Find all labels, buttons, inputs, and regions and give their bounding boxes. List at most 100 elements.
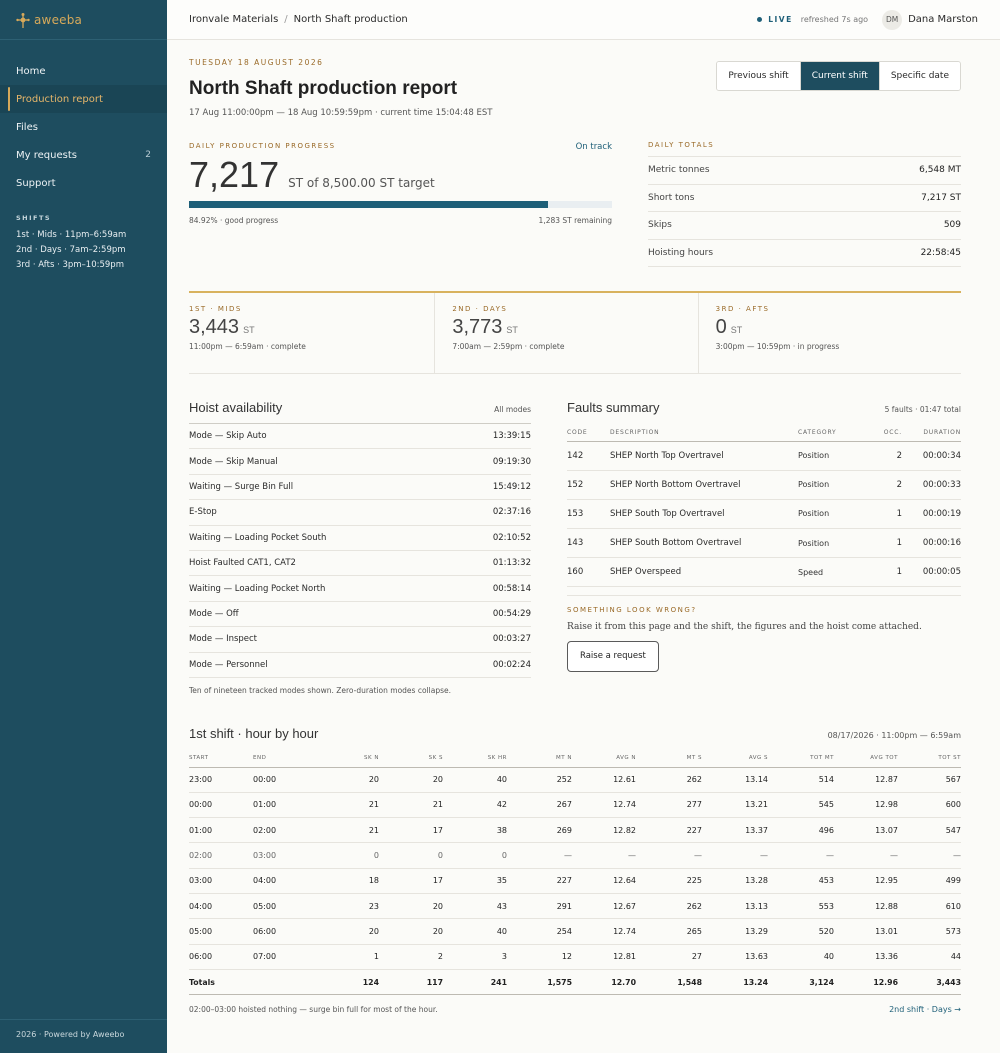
hourly-total-cell: 3,443 bbox=[898, 968, 961, 996]
sidebar: aweeba Home Production report Files My r… bbox=[0, 0, 167, 1053]
hourly-cell: 27 bbox=[636, 944, 702, 970]
shift-card-heading: 1ST · MIDS bbox=[189, 305, 242, 313]
hoist-mode-duration: 00:02:24 bbox=[492, 659, 531, 670]
sidebar-item-support[interactable]: Support bbox=[0, 169, 167, 197]
hourly-totals-row: Totals 124 117 241 1,575 12.70 1,548 13.24 3,124… bbox=[189, 968, 961, 996]
hourly-row: 05:00 06:00 20 20 40 254 12.74 265 13.29 520 13.01… bbox=[189, 918, 961, 945]
sidebar-item-label: My requests bbox=[16, 149, 77, 161]
hourly-cell: 262 bbox=[636, 893, 702, 920]
sidebar-item-my-requests[interactable]: My requests 2 bbox=[0, 141, 167, 169]
hourly-cell: 20 bbox=[317, 918, 379, 945]
totals-heading: DAILY TOTALS bbox=[648, 141, 961, 157]
shift-card-mids[interactable]: 1ST · MIDS 3,443 ST 11:00pm — 6:59am · co… bbox=[189, 293, 436, 373]
hoist-mode-label: E-Stop bbox=[189, 507, 217, 518]
totals-row: Metric tonnes 6,548 MT bbox=[648, 157, 961, 185]
hourly-cell: 453 bbox=[768, 868, 834, 894]
hourly-col-header: AVG S bbox=[702, 750, 768, 768]
shift-card-value: 3,773 bbox=[452, 316, 503, 338]
user-name[interactable]: Dana Marston bbox=[908, 14, 978, 25]
hourly-cell: — bbox=[636, 842, 702, 869]
breadcrumb-parent[interactable]: Ironvale Materials bbox=[189, 14, 279, 25]
hourly-breakdown: 1st shift · hour by hour 08/17/2026 · 11… bbox=[189, 726, 961, 1014]
fault-row[interactable]: 160 SHEP Overspeed Speed 1 00:00:05 bbox=[567, 557, 961, 588]
hoist-mode-row: Waiting — Loading Pocket South 02:10:52 bbox=[189, 526, 531, 551]
sidebar-item-production-report[interactable]: Production report bbox=[0, 85, 167, 113]
hourly-total-cell bbox=[253, 968, 317, 996]
hourly-cell: 20 bbox=[379, 767, 443, 793]
fault-row[interactable]: 153 SHEP South Top Overtravel Position 1 00:… bbox=[567, 499, 961, 530]
hourly-cell: 38 bbox=[443, 817, 507, 844]
specific-date-button[interactable]: Specific date bbox=[879, 62, 960, 90]
totals-value: 509 bbox=[943, 220, 961, 231]
faults-col-header: CODE bbox=[567, 424, 610, 442]
hourly-cell: — bbox=[507, 842, 572, 869]
shift-card-afts[interactable]: 3RD · AFTS 0 ST 3:00pm — 10:59pm · in pro… bbox=[699, 293, 961, 373]
hourly-cell: 277 bbox=[636, 792, 702, 819]
sidebar-item-home[interactable]: Home bbox=[0, 57, 167, 85]
hourly-cell: 12.74 bbox=[572, 792, 636, 819]
hourly-cell: 05:00 bbox=[253, 893, 317, 920]
hourly-cell: 1 bbox=[317, 944, 379, 970]
fault-description: SHEP South Bottom Overtravel bbox=[610, 528, 798, 559]
logo[interactable]: aweeba bbox=[0, 0, 167, 40]
totals-label: Skips bbox=[648, 220, 672, 231]
fault-row[interactable]: 142 SHEP North Top Overtravel Position 2 00:… bbox=[567, 441, 961, 471]
shift-card-days[interactable]: 2ND · DAYS 3,773 ST 7:00am — 2:59pm · com… bbox=[435, 293, 699, 373]
totals-row: Short tons 7,217 ST bbox=[648, 185, 961, 212]
hourly-cell: 02:00 bbox=[253, 817, 317, 844]
hourly-total-cell: 117 bbox=[379, 968, 443, 996]
fault-code: 152 bbox=[567, 470, 610, 500]
hourly-cell: 12.74 bbox=[572, 918, 636, 945]
hourly-cell: 545 bbox=[768, 792, 834, 819]
hourly-cell: 12.64 bbox=[572, 868, 636, 894]
totals-value: 6,548 MT bbox=[919, 165, 961, 176]
progress-value: 7,217 bbox=[189, 154, 280, 195]
sidebar-item-files[interactable]: Files bbox=[0, 113, 167, 141]
hoist-mode-duration: 02:37:16 bbox=[492, 507, 531, 518]
hourly-row: 00:00 01:00 21 21 42 267 12.74 277 13.21 545 12.98… bbox=[189, 792, 961, 819]
totals-label: Hoisting hours bbox=[648, 247, 714, 258]
hourly-cell: 21 bbox=[317, 817, 379, 844]
hoist-mode-row: Mode — Skip Manual 09:19:30 bbox=[189, 449, 531, 475]
sidebar-item-label: Files bbox=[16, 121, 38, 133]
hoist-mode-duration: 15:49:12 bbox=[492, 481, 531, 492]
hourly-cell: 496 bbox=[768, 817, 834, 844]
current-shift-button[interactable]: Current shift bbox=[800, 62, 880, 90]
fault-row[interactable]: 152 SHEP North Bottom Overtravel Position 2… bbox=[567, 470, 961, 500]
hourly-row: 23:00 00:00 20 20 40 252 12.61 262 13.14 514 12.87… bbox=[189, 767, 961, 793]
shift-card-note: 3:00pm — 10:59pm · in progress bbox=[715, 342, 840, 351]
hoist-mode-label: Waiting — Loading Pocket South bbox=[189, 532, 327, 543]
requests-count-badge: 2 bbox=[145, 150, 151, 160]
hourly-cell: 269 bbox=[507, 817, 572, 844]
hoist-mode-filter[interactable]: All modes bbox=[494, 405, 531, 414]
fault-category: Position bbox=[798, 441, 868, 471]
fault-duration: 00:00:16 bbox=[902, 528, 961, 559]
hourly-cell: 600 bbox=[898, 792, 961, 819]
hourly-total-cell: 13.24 bbox=[702, 968, 768, 996]
hourly-cell: 567 bbox=[898, 767, 961, 793]
fault-row[interactable]: 143 SHEP South Bottom Overtravel Position 1… bbox=[567, 528, 961, 559]
hourly-cell: 03:00 bbox=[253, 842, 317, 869]
raise-request-button[interactable]: Raise a request bbox=[567, 641, 659, 673]
hourly-cell: 42 bbox=[443, 792, 507, 819]
hourly-total-cell: 3,124 bbox=[768, 968, 834, 996]
refresh-timestamp: refreshed 7s ago bbox=[800, 15, 869, 24]
hoist-mode-label: Waiting — Loading Pocket North bbox=[189, 583, 326, 594]
hourly-cell: 13.13 bbox=[702, 893, 768, 920]
hourly-cell: 20 bbox=[379, 893, 443, 920]
hourly-cell: 13.29 bbox=[702, 918, 768, 945]
daily-totals: DAILY TOTALS Metric tonnes 6,548 MT Short… bbox=[648, 141, 961, 267]
hourly-cell: 23 bbox=[317, 893, 379, 920]
progress-target: ST of 8,500.00 ST target bbox=[288, 176, 435, 190]
hourly-cell: 0 bbox=[379, 842, 443, 869]
sidebar-item-label: Home bbox=[16, 65, 46, 77]
hourly-cell: 18 bbox=[317, 868, 379, 894]
hoist-mode-duration: 13:39:15 bbox=[492, 431, 531, 442]
totals-value: 22:58:45 bbox=[920, 247, 961, 258]
next-shift-link[interactable]: 2nd shift · Days → bbox=[889, 1005, 961, 1015]
avatar[interactable]: DM bbox=[882, 9, 903, 30]
previous-shift-button[interactable]: Previous shift bbox=[717, 62, 801, 90]
hourly-col-header: SK S bbox=[379, 750, 443, 768]
hourly-cell: — bbox=[834, 842, 898, 869]
